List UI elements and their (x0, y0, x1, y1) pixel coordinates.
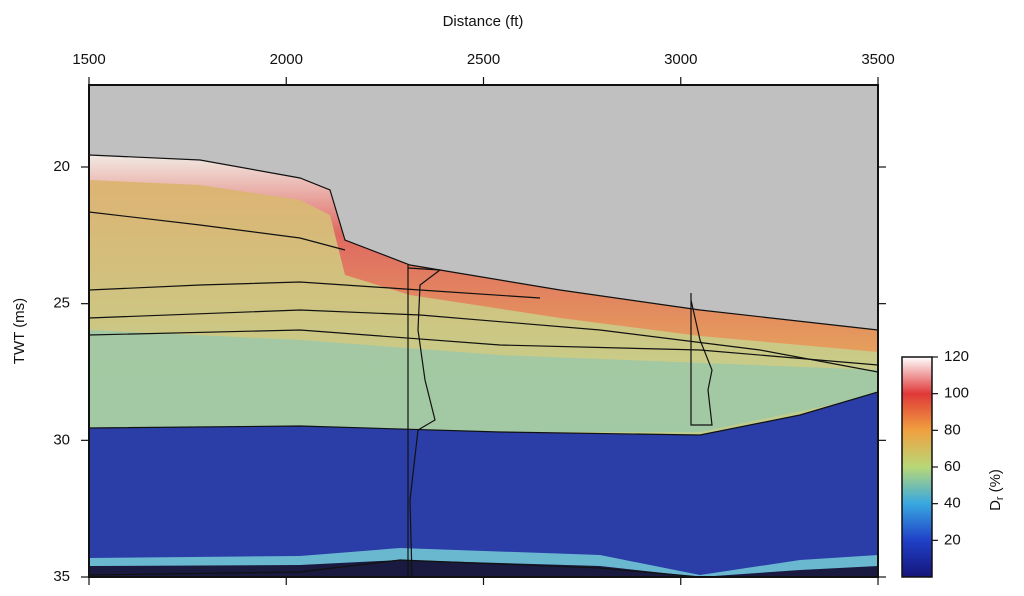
x-tick-label: 3000 (664, 51, 697, 68)
y-axis-label: TWT (ms) (11, 298, 28, 364)
colorbar-label-unit: (%) (987, 469, 1004, 492)
y-tick-label: 20 (53, 158, 70, 175)
y-tick-label: 35 (53, 568, 70, 585)
colorbar (901, 356, 933, 578)
x-tick-label: 3500 (861, 51, 894, 68)
colorbar-label-main: D (987, 500, 1004, 511)
colorbar-label-sub: r (994, 496, 1006, 500)
seismic-image (89, 85, 878, 577)
x-axis-label: Distance (ft) (443, 13, 524, 30)
mid-layer (89, 330, 878, 432)
loose-layer (89, 392, 878, 577)
colorbar-label: Dr (%) (987, 469, 1006, 511)
y-tick-label: 30 (53, 431, 70, 448)
colorbar-tick-label: 120 (944, 348, 969, 365)
colorbar-tick-label: 100 (944, 385, 969, 402)
colorbar-tick-label: 20 (944, 531, 961, 548)
colorbar-tick-label: 40 (944, 495, 961, 512)
y-tick-label: 25 (53, 295, 70, 312)
colorbar-tick-label: 80 (944, 421, 961, 438)
x-tick-label: 2000 (270, 51, 303, 68)
horizons (89, 154, 878, 577)
dense-layer (89, 155, 878, 352)
x-tick-label: 2500 (467, 51, 500, 68)
x-tick-label: 1500 (72, 51, 105, 68)
colorbar-tick-label: 60 (944, 458, 961, 475)
